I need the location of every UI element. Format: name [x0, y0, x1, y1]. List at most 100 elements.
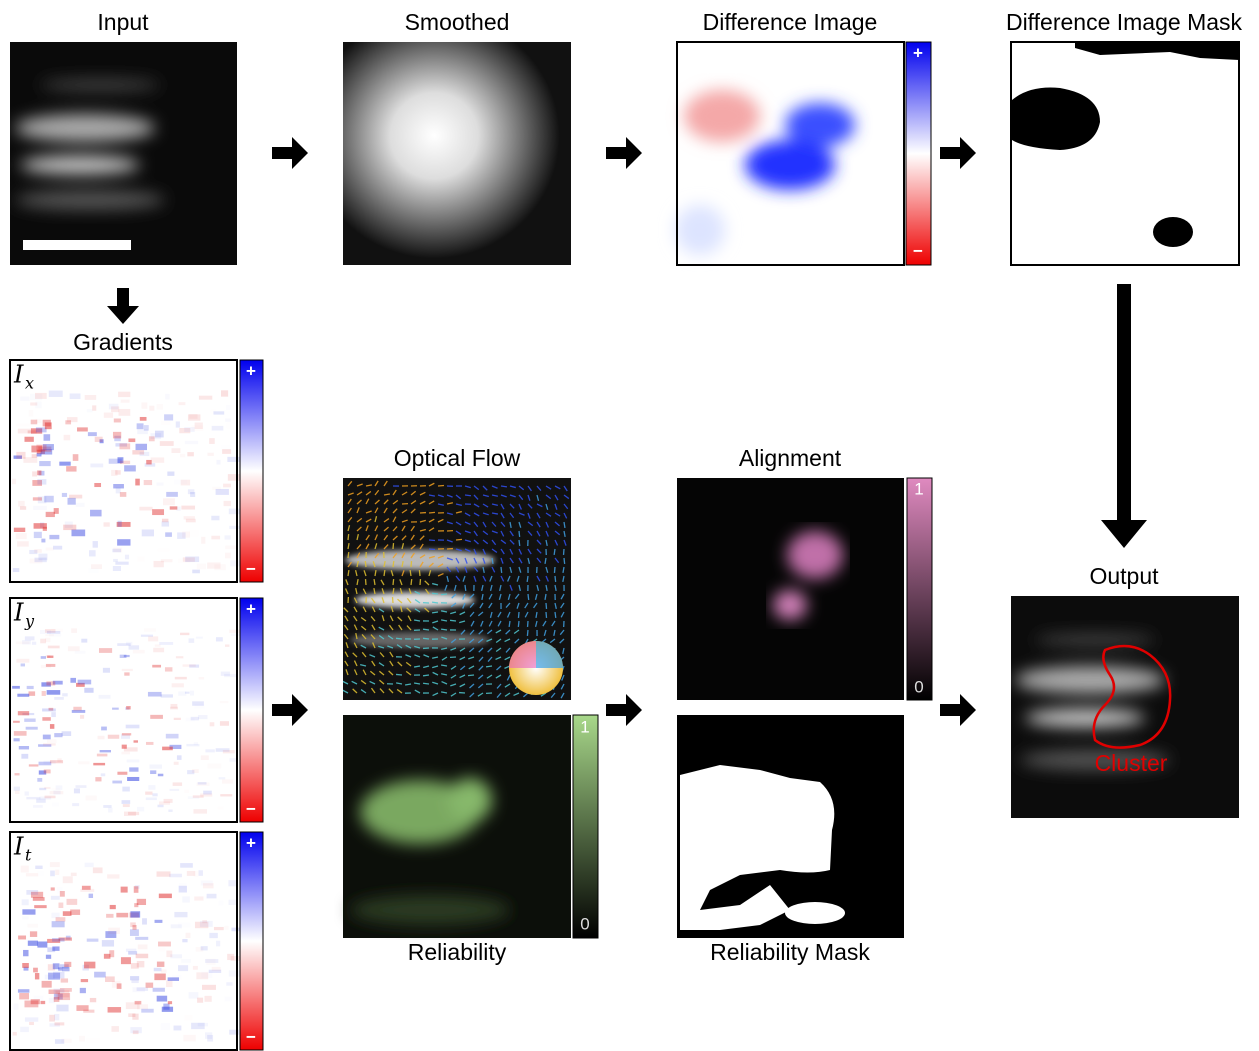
gradient-texture — [62, 693, 67, 696]
gradient-texture — [120, 443, 131, 449]
gradient-texture — [45, 638, 50, 642]
gradient-texture — [42, 717, 50, 721]
gradient-texture — [54, 997, 60, 1002]
gradient-texture — [216, 460, 220, 465]
input-image — [10, 42, 237, 265]
gradient-texture — [174, 912, 187, 917]
gradient-texture — [154, 968, 162, 971]
colorbar — [573, 715, 598, 938]
colorbar-bottom: 0 — [914, 677, 923, 696]
gradient-texture — [48, 646, 60, 649]
gradient-texture — [93, 763, 105, 765]
gradient-texture — [24, 437, 33, 442]
gradient-texture — [44, 787, 50, 789]
gradient-texture — [184, 427, 194, 432]
gradient-texture — [12, 479, 16, 484]
gradient-texture — [166, 980, 173, 987]
gradient-symbol: I — [13, 361, 24, 389]
gradient-texture — [140, 417, 147, 421]
gradient-texture — [17, 694, 29, 697]
gradient-texture — [90, 463, 103, 467]
gradient-texture — [191, 743, 203, 745]
gradient-texture — [181, 959, 191, 963]
gradient-texture — [27, 924, 38, 928]
gradient-texture — [65, 521, 73, 527]
gradient-texture — [187, 871, 195, 876]
title-difference: Difference Image — [703, 9, 878, 35]
gradient-texture — [62, 493, 67, 497]
gradient-texture — [201, 537, 205, 544]
gradient-texture — [156, 482, 163, 485]
gradient-texture — [85, 863, 94, 867]
flow-vector — [554, 549, 555, 555]
gradient-texture — [161, 421, 170, 425]
gradient-texture — [158, 942, 171, 947]
gradient-texture — [144, 425, 149, 431]
gradient-texture — [63, 444, 68, 448]
gradient-texture — [86, 796, 97, 801]
gradient-texture — [192, 570, 200, 574]
gradient-texture — [218, 806, 224, 809]
gradient-texture — [172, 683, 184, 687]
gradient-texture — [180, 454, 185, 457]
gradient-texture — [214, 927, 224, 930]
gradient-texture — [149, 406, 154, 411]
gradient-texture — [159, 642, 173, 645]
flow-vector — [393, 561, 394, 567]
gradient-texture — [146, 797, 157, 800]
gradient-texture — [20, 506, 26, 509]
gradient-texture — [157, 962, 164, 967]
gradient-texture — [47, 690, 61, 695]
flow-vector — [555, 576, 556, 582]
flow-vector — [456, 539, 462, 540]
gradient-texture — [199, 870, 203, 876]
gradient-texture — [101, 773, 106, 776]
gradient-texture — [58, 720, 68, 722]
gradient-texture — [210, 722, 215, 726]
gradient-texture — [71, 628, 77, 633]
gradient-texture — [93, 867, 103, 873]
gradient-texture — [59, 462, 70, 466]
colorbar — [907, 478, 932, 700]
flow-vector — [564, 558, 565, 564]
gradient-texture — [199, 677, 204, 680]
gradient-texture — [62, 731, 72, 736]
gradient-texture — [108, 1007, 122, 1013]
gradient-texture — [216, 941, 220, 947]
gradient-texture — [137, 556, 144, 561]
gradient-texture — [81, 639, 87, 643]
flow-vector — [555, 612, 556, 618]
gradient-texture — [22, 916, 29, 919]
gradient-texture — [175, 677, 187, 680]
gradient-texture — [113, 432, 121, 439]
gradient-texture — [60, 891, 65, 897]
flow-vector — [518, 621, 519, 627]
colorbar-top: + — [913, 43, 923, 62]
gradient-texture — [152, 665, 161, 668]
gradient-texture — [98, 736, 105, 740]
gradient-texture — [70, 910, 80, 915]
gradient-texture — [35, 402, 41, 409]
flow-vector — [519, 531, 520, 537]
gradient-texture — [229, 630, 240, 633]
gradient-texture — [108, 928, 120, 934]
gradient-texture — [123, 804, 130, 807]
gradient-texture — [14, 1004, 19, 1010]
gradient-texture — [33, 506, 47, 510]
gradient-texture — [170, 506, 178, 509]
gradient-texture — [157, 404, 163, 410]
gradient-texture — [198, 715, 207, 719]
title-gradients: Gradients — [73, 329, 173, 355]
gradient-texture — [36, 799, 45, 803]
gradient-texture — [18, 989, 29, 992]
flow-vector — [411, 561, 412, 567]
gradient-texture — [16, 533, 27, 539]
gradient-texture — [42, 708, 56, 711]
gradient-texture — [51, 887, 55, 890]
gradient-texture — [170, 707, 178, 710]
gradient-texture — [90, 998, 96, 1002]
flow-vector — [432, 612, 438, 613]
gradient-texture — [120, 774, 129, 777]
gradient-texture — [64, 435, 71, 440]
difference-mask-image — [1011, 42, 1239, 265]
